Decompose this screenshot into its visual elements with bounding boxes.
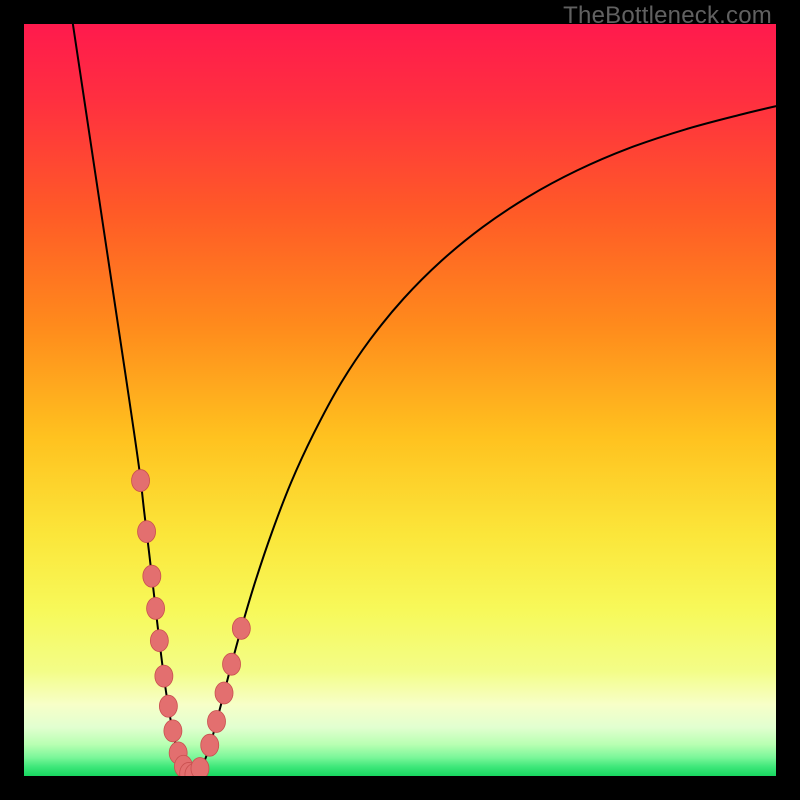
curve-marker <box>164 720 182 742</box>
v-curve <box>62 24 776 776</box>
curve-marker <box>208 710 226 732</box>
curve-marker <box>155 665 173 687</box>
curve-markers <box>132 470 251 776</box>
curve-marker <box>191 757 209 776</box>
curve-marker <box>138 521 156 543</box>
curve-marker <box>150 630 168 652</box>
curve-marker <box>201 734 219 756</box>
plot-area <box>24 24 776 776</box>
curve-marker <box>159 695 177 717</box>
chart-svg <box>24 24 776 776</box>
curve-marker <box>132 470 150 492</box>
curve-marker <box>223 653 241 675</box>
curve-marker <box>215 682 233 704</box>
curve-marker <box>143 565 161 587</box>
curve-marker <box>147 597 165 619</box>
watermark-text: TheBottleneck.com <box>563 2 772 30</box>
curve-marker <box>232 617 250 639</box>
